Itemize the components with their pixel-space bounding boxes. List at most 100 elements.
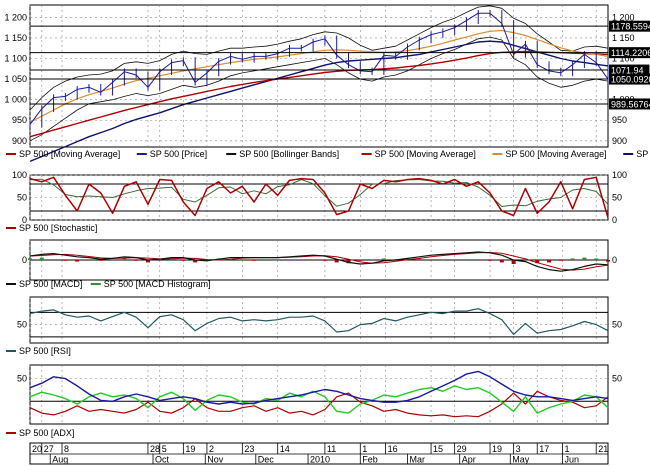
x-day-label: 19 bbox=[185, 444, 195, 454]
x-month-label: Dec bbox=[258, 455, 275, 465]
macd-histogram-bar bbox=[558, 260, 563, 261]
y-tick-label-left: 900 bbox=[12, 136, 27, 146]
price-value-label: 1071.94 bbox=[609, 64, 650, 76]
y-tick-label-left: 950 bbox=[12, 115, 27, 125]
y-tick-label-right: 0 bbox=[612, 255, 617, 265]
moving-average-orange-line bbox=[29, 29, 609, 123]
macd-histogram-bar bbox=[429, 259, 434, 260]
y-tick-label-left: 1 000 bbox=[4, 95, 27, 105]
macd-histogram-bar bbox=[582, 257, 587, 260]
macd-histogram-bar bbox=[440, 259, 445, 260]
y-tick-label-right: 100 bbox=[612, 170, 627, 180]
y-tick-label-right: 950 bbox=[612, 115, 627, 125]
y-tick-label-right: 0 bbox=[612, 215, 617, 225]
macd-histogram-bar bbox=[252, 260, 257, 261]
value-label-box bbox=[609, 20, 650, 32]
legend-item[interactable]: SP 500 [RSI] bbox=[6, 346, 71, 356]
x-month-label: Oct bbox=[155, 455, 170, 465]
moving-average-red-line bbox=[29, 50, 609, 138]
x-day-label: 19 bbox=[492, 444, 502, 454]
x-month-label: Apr bbox=[462, 455, 476, 465]
x-day-label: 23 bbox=[244, 444, 254, 454]
x-day-label: 1 bbox=[565, 444, 570, 454]
macd-histogram-bar bbox=[134, 260, 139, 261]
x-day-label: 2 bbox=[209, 444, 214, 454]
x-month-label: Aug bbox=[52, 455, 68, 465]
x-day-label: 15 bbox=[433, 444, 443, 454]
legend-item[interactable]: SP 500 [Moving Average] bbox=[492, 149, 607, 159]
moving-average-blue-line bbox=[29, 40, 609, 163]
value-label-text: 989.56764 bbox=[611, 99, 650, 109]
macd-histogram-bar bbox=[511, 260, 516, 264]
y-tick-label-right: 1 200 bbox=[612, 12, 635, 22]
bollinger-lower-line bbox=[29, 36, 609, 142]
panel-macd[interactable]: 0 0 SP 500 [MACD] SP 500 [MACD Histogram] bbox=[6, 239, 617, 289]
macd-histogram-bar bbox=[417, 258, 422, 260]
panel-rsi[interactable]: 50 50 SP 500 [RSI] bbox=[6, 296, 622, 356]
legend-item[interactable]: SP 500 [Bollinger Bands] bbox=[226, 149, 339, 159]
legend-item[interactable]: SP 500 [Moving Average] bbox=[623, 149, 650, 159]
price-value-label: 1178.5594 bbox=[609, 20, 650, 32]
legend-item[interactable]: SP 500 [Moving Average] bbox=[6, 149, 120, 159]
x-day-label: 3 bbox=[516, 444, 521, 454]
macd-histogram-bar bbox=[334, 260, 339, 263]
y-tick-label-left: 0 bbox=[22, 255, 27, 265]
y-tick-label-right: 1 150 bbox=[612, 33, 635, 43]
price-value-label: 1050.0920 bbox=[609, 73, 650, 85]
y-tick-label-left: 1 050 bbox=[4, 74, 27, 84]
legend-label: SP 500 [MACD Histogram] bbox=[104, 279, 211, 289]
macd-histogram-bar bbox=[240, 260, 245, 261]
y-tick-label-right: 1 100 bbox=[612, 54, 635, 64]
y-tick-label-left: 1 150 bbox=[4, 33, 27, 43]
legend-label: SP 500 [Moving Average] bbox=[19, 149, 120, 159]
x-day-label: 8 bbox=[64, 444, 69, 454]
macd-histogram-bar bbox=[299, 259, 304, 260]
adx-line bbox=[29, 370, 609, 405]
macd-histogram-bar bbox=[346, 260, 351, 264]
legend-item[interactable]: SP 500 [ADX] bbox=[6, 428, 74, 438]
value-label-box bbox=[609, 98, 650, 110]
legend-label: SP 500 [Bollinger Bands] bbox=[239, 149, 339, 159]
macd-histogram-bar bbox=[535, 260, 540, 264]
macd-histogram-bar bbox=[606, 260, 610, 262]
macd-histogram-bar bbox=[181, 260, 186, 261]
panel-adx[interactable]: 50 50 SP 500 [ADX] bbox=[6, 364, 622, 438]
value-label-box bbox=[609, 64, 650, 76]
x-day-label: 21 bbox=[598, 444, 608, 454]
x-day-label: 27 bbox=[44, 444, 54, 454]
legend-label: SP 500 [Price] bbox=[150, 149, 207, 159]
macd-histogram-bar bbox=[287, 259, 292, 260]
y-tick-label-right: 900 bbox=[612, 136, 627, 146]
stochastic-line bbox=[29, 176, 609, 219]
x-month-label: 2010 bbox=[310, 455, 330, 465]
y-tick-label-left: 50 bbox=[17, 193, 27, 203]
legend-item[interactable]: SP 500 [MACD Histogram] bbox=[90, 279, 211, 289]
legend-item[interactable]: SP 500 [Stochastic] bbox=[6, 223, 97, 233]
legend-item[interactable]: SP 500 [MACD] bbox=[6, 279, 82, 289]
legend-label: SP 500 [Moving Average] bbox=[375, 149, 476, 159]
macd-histogram-bar bbox=[39, 257, 44, 260]
x-day-label: 20 bbox=[32, 444, 42, 454]
macd-histogram-bar bbox=[145, 260, 150, 263]
macd-histogram-bar bbox=[193, 260, 198, 263]
macd-histogram-bar bbox=[263, 260, 268, 261]
macd-histogram-bar bbox=[275, 260, 280, 261]
x-day-label: 5 bbox=[162, 444, 167, 454]
macd-histogram-bar bbox=[405, 258, 410, 260]
macd-histogram-bar bbox=[63, 260, 68, 261]
legend-item[interactable]: SP 500 [Price] bbox=[136, 149, 207, 159]
legend-item[interactable]: SP 500 [Moving Average] bbox=[361, 149, 476, 159]
macd-line bbox=[29, 251, 609, 272]
value-label-text: 1114.2206 bbox=[611, 48, 650, 58]
macd-histogram-bar bbox=[381, 258, 386, 260]
x-month-label: Nov bbox=[207, 455, 224, 465]
macd-histogram-bar bbox=[311, 259, 316, 260]
x-day-label: 28 bbox=[150, 444, 160, 454]
dmi-minus-line bbox=[29, 390, 609, 418]
macd-histogram-bar bbox=[570, 258, 575, 260]
value-label-box bbox=[609, 47, 650, 59]
legend-label: SP 500 [Stochastic] bbox=[19, 223, 97, 233]
